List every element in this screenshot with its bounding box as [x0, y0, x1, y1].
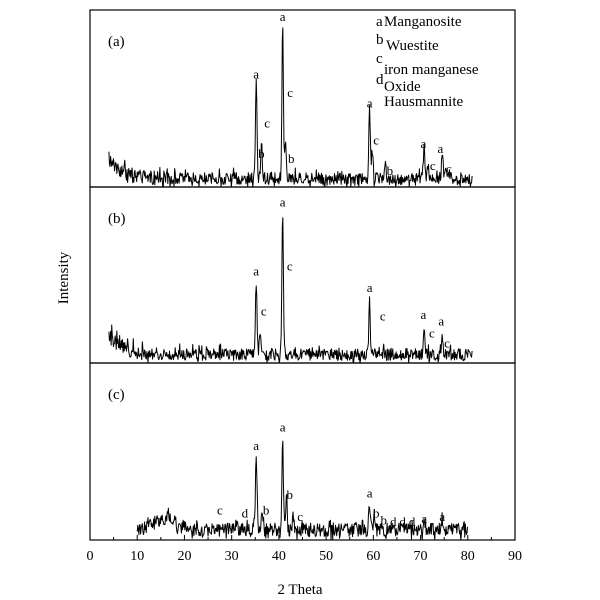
legend-symbol-a: a: [376, 14, 383, 30]
peak-label-a: a: [280, 194, 286, 209]
legend-label-hausmannite: Hausmannite: [384, 94, 463, 110]
peak-label-b: b: [373, 506, 380, 521]
legend: a Manganosite b Wuestite c iron manganes…: [376, 14, 479, 110]
peak-label-a: a: [421, 307, 427, 322]
x-tick-label: 30: [225, 549, 239, 564]
peak-label-c: c: [297, 509, 303, 524]
peak-label-c: c: [373, 132, 379, 147]
peak-label-b: b: [380, 513, 387, 528]
peak-label-c: c: [287, 85, 293, 100]
peak-label-a: a: [367, 485, 373, 500]
peak-label-c: c: [444, 336, 450, 351]
x-tick-label: 60: [366, 549, 380, 564]
panel-frame: [89, 186, 516, 364]
peak-label-a: a: [367, 280, 373, 295]
x-tick-label: 70: [414, 549, 428, 564]
x-tick-label: 0: [87, 549, 94, 564]
x-axis: 0 10 20 30 40 50 60 70 80 90: [87, 535, 522, 564]
peak-label-b: b: [288, 151, 295, 166]
x-tick-label: 50: [319, 549, 333, 564]
x-axis-label: 2 Theta: [277, 582, 322, 598]
x-tick-label: 40: [272, 549, 286, 564]
peak-label-a: a: [421, 511, 427, 526]
peak-label-c: c: [217, 502, 223, 517]
peak-label-c: c: [380, 309, 386, 324]
peak-label-b: b: [287, 487, 294, 502]
peak-label-c: c: [287, 258, 293, 273]
peak-label-b: b: [258, 146, 265, 161]
legend-symbol-b: b: [376, 32, 384, 48]
peak-label-c: c: [446, 161, 452, 176]
x-tick-label: 20: [177, 549, 191, 564]
legend-label-iron-manganese-oxide: iron manganese Oxide: [384, 62, 479, 95]
x-tick-label: 10: [130, 549, 144, 564]
diffraction-trace: [108, 27, 473, 188]
y-axis-label: Intensity: [56, 251, 72, 304]
peak-label-d: d: [399, 514, 406, 529]
peak-label-d: d: [390, 514, 397, 529]
peak-label-a: a: [438, 141, 444, 156]
panel-label: (c): [108, 387, 125, 403]
peak-label-a: a: [253, 263, 259, 278]
x-tick-label: 90: [508, 549, 522, 564]
peak-label-c: c: [430, 158, 436, 173]
x-tick-label: 80: [461, 549, 475, 564]
peak-label-a: a: [253, 67, 259, 82]
diffraction-trace: [108, 217, 473, 364]
peak-label-b: b: [263, 502, 270, 517]
peak-label-a: a: [253, 438, 259, 453]
legend-label-wuestite: Wuestite: [386, 38, 439, 54]
peak-label-b: b: [387, 163, 394, 178]
panel-label: (b): [108, 211, 126, 227]
peak-label-d: d: [409, 514, 416, 529]
diffraction-trace: [136, 440, 469, 541]
peak-label-a: a: [439, 509, 445, 524]
peak-label-a: a: [280, 420, 286, 435]
peak-label-c: c: [429, 326, 435, 341]
legend-symbol-d: d: [376, 72, 384, 88]
peak-label-a: a: [421, 136, 427, 151]
peak-label-c: c: [261, 304, 267, 319]
peak-label-a: a: [280, 9, 286, 24]
panel-label: (a): [108, 34, 125, 50]
peak-label-c: c: [264, 116, 270, 131]
peak-label-a: a: [438, 314, 444, 329]
peak-label-a: a: [367, 95, 373, 110]
legend-symbol-c: c: [376, 51, 383, 67]
legend-label-manganosite: Manganosite: [384, 14, 462, 30]
peak-label-d: d: [242, 506, 249, 521]
